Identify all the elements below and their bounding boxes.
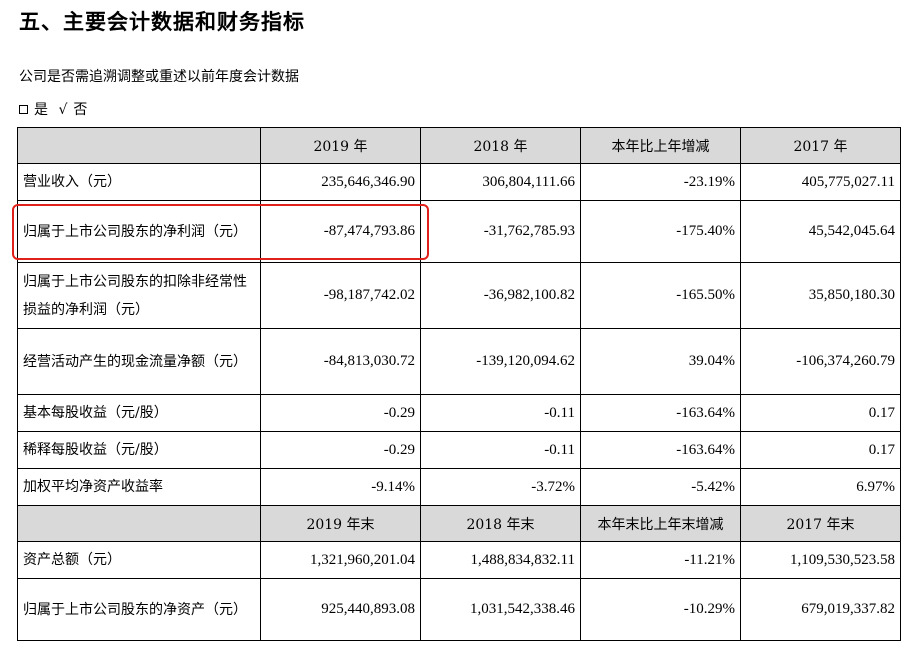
cell-value: -163.64% <box>580 394 741 432</box>
column-header: 本年比上年增减 <box>580 127 741 164</box>
section-title: 五、主要会计数据和财务指标 <box>19 10 305 34</box>
column-header: 2019 年末 <box>260 505 421 542</box>
cell-value: 306,804,111.66 <box>420 163 581 201</box>
row-label: 资产总额（元） <box>17 541 261 579</box>
row-label: 基本每股收益（元/股） <box>17 394 261 432</box>
table-row: 资产总额（元） 1,321,960,201.04 1,488,834,832.11-… <box>17 541 901 579</box>
restatement-options: 是 √ 否 <box>19 99 93 119</box>
cell-value: 405,775,027.11 <box>740 163 901 201</box>
cell-value: -84,813,030.72 <box>260 328 421 395</box>
column-header: 本年末比上年末增减 <box>580 505 741 542</box>
row-label: 经营活动产生的现金流量净额（元） <box>17 328 261 395</box>
cell-value: -36,982,100.82 <box>420 262 581 329</box>
cell-value: -165.50% <box>580 262 741 329</box>
cell-value: -0.11 <box>420 431 581 469</box>
row-label: 归属于上市公司股东的扣除非经常性损益的净利润（元） <box>17 262 261 329</box>
cell-value: -0.11 <box>420 394 581 432</box>
financial-data-table: 2019 年 2018 年本年比上年增减 2017 年营业收入（元） 235,646,… <box>17 127 901 641</box>
cell-value: -98,187,742.02 <box>260 262 421 329</box>
cell-value: -3.72% <box>420 468 581 506</box>
cell-value: 35,850,180.30 <box>740 262 901 329</box>
cell-value: 679,019,337.82 <box>740 578 901 641</box>
row-label: 稀释每股收益（元/股） <box>17 431 261 469</box>
cell-value: -9.14% <box>260 468 421 506</box>
cell-value: -5.42% <box>580 468 741 506</box>
cell-value: -31,762,785.93 <box>420 200 581 263</box>
column-header <box>17 505 261 542</box>
cell-value: -23.19% <box>580 163 741 201</box>
table-header-row: 2019 年末 2018 年末 本年末比上年末增减 2017 年末 <box>17 505 901 542</box>
cell-value: 0.17 <box>740 431 901 469</box>
table-row: 归属于上市公司股东的扣除非经常性损益的净利润（元） -98,187,742.02-… <box>17 262 901 329</box>
row-label: 营业收入（元） <box>17 163 261 201</box>
cell-value: -0.29 <box>260 431 421 469</box>
cell-value: -0.29 <box>260 394 421 432</box>
table-header-row: 2019 年 2018 年本年比上年增减 2017 年 <box>17 127 901 164</box>
cell-value: 45,542,045.64 <box>740 200 901 263</box>
restatement-question: 公司是否需追溯调整或重述以前年度会计数据 <box>19 69 299 85</box>
checkbox-yes-icon <box>19 104 28 114</box>
cell-value: 1,031,542,338.46 <box>420 578 581 641</box>
cell-value: 1,109,530,523.58 <box>740 541 901 579</box>
column-header: 2018 年 <box>420 127 581 164</box>
table-row: 基本每股收益（元/股） -0.29 -0.11 -163.64% 0.17 <box>17 394 901 432</box>
table-row: 稀释每股收益（元/股） -0.29 -0.11 -163.64% 0.17 <box>17 431 901 469</box>
table-row: 加权平均净资产收益率 -9.14% -3.72% -5.42% 6.97% <box>17 468 901 506</box>
column-header: 2019 年 <box>260 127 421 164</box>
cell-value: -139,120,094.62 <box>420 328 581 395</box>
cell-value: 925,440,893.08 <box>260 578 421 641</box>
cell-value: 39.04% <box>580 328 741 395</box>
row-label: 归属于上市公司股东的净利润（元） <box>17 200 261 263</box>
table-row: 经营活动产生的现金流量净额（元） -84,813,030.72 -139,120,0… <box>17 328 901 395</box>
table-row: 营业收入（元） 235,646,346.90 306,804,111.66 -23.1… <box>17 163 901 201</box>
cell-value: 235,646,346.90 <box>260 163 421 201</box>
option-yes-label: 是 <box>34 102 48 118</box>
column-header: 2018 年末 <box>420 505 581 542</box>
column-header: 2017 年末 <box>740 505 901 542</box>
table-row: 归属于上市公司股东的净资产（元） 925,440,893.08 1,031,542,… <box>17 578 901 641</box>
cell-value: 1,488,834,832.11 <box>420 541 581 579</box>
cell-value: 6.97% <box>740 468 901 506</box>
cell-value: -87,474,793.86 <box>260 200 421 263</box>
cell-value: -11.21% <box>580 541 741 579</box>
column-header <box>17 127 261 164</box>
row-label: 归属于上市公司股东的净资产（元） <box>17 578 261 641</box>
cell-value: -175.40% <box>580 200 741 263</box>
checkmark-icon: √ <box>58 102 68 118</box>
cell-value: -106,374,260.79 <box>740 328 901 395</box>
row-label: 加权平均净资产收益率 <box>17 468 261 506</box>
option-no-label: 否 <box>73 102 88 118</box>
cell-value: 1,321,960,201.04 <box>260 541 421 579</box>
cell-value: -10.29% <box>580 578 741 641</box>
table-row: 归属于上市公司股东的净利润（元） -87,474,793.86 -31,762,78… <box>17 200 901 263</box>
cell-value: 0.17 <box>740 394 901 432</box>
column-header: 2017 年 <box>740 127 901 164</box>
cell-value: -163.64% <box>580 431 741 469</box>
